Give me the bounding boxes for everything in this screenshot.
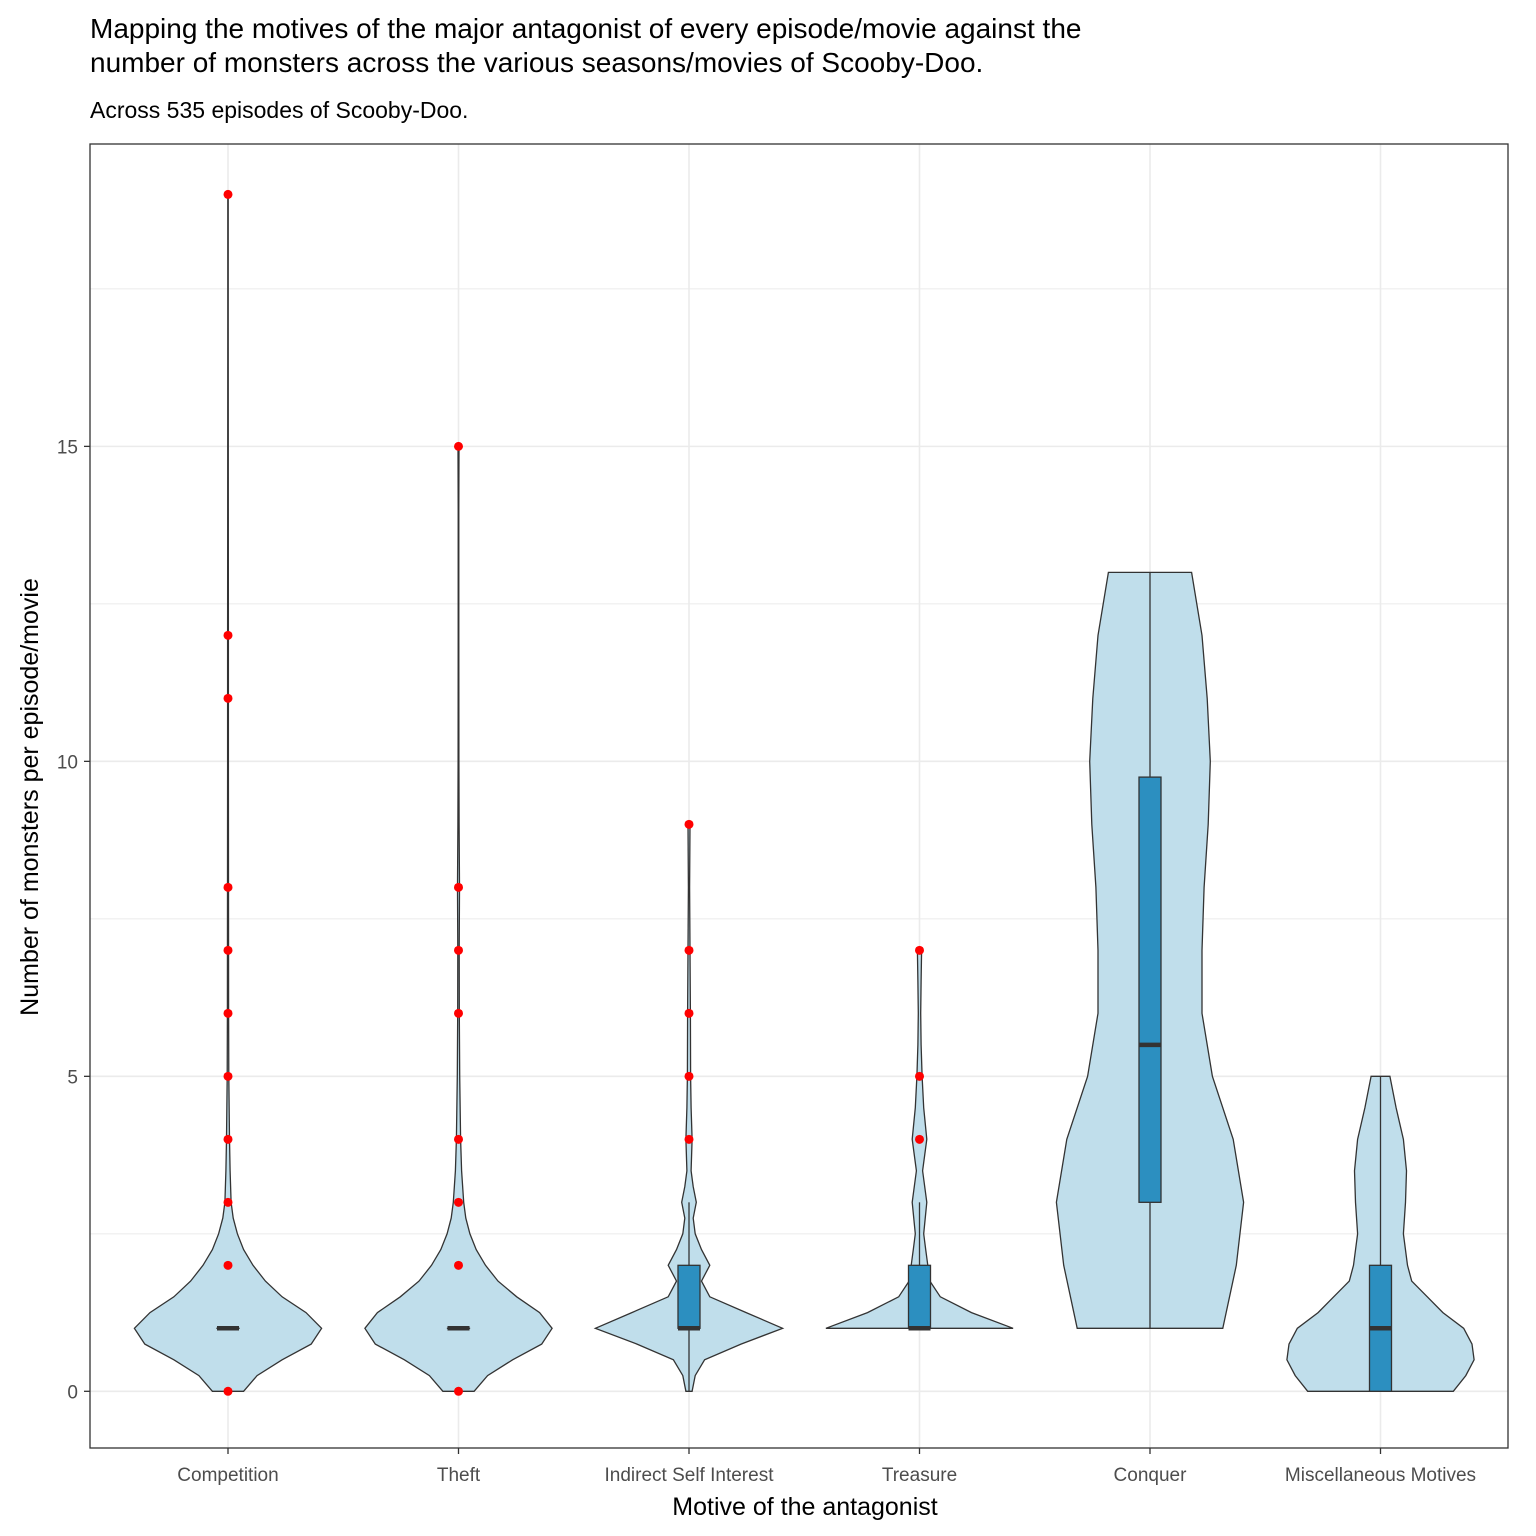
chart-subtitle: Across 535 episodes of Scooby-Doo.	[90, 97, 469, 123]
outlier-point	[454, 441, 463, 451]
grid-layer	[90, 144, 1508, 1448]
outlier-point	[684, 1134, 694, 1144]
chart-title-line-1: Mapping the motives of the major antagon…	[90, 13, 1082, 44]
x-axis-title: Motive of the antagonist	[672, 1493, 937, 1521]
x-tick-label: Theft	[437, 1465, 481, 1486]
y-axis-title: Number of monsters per episode/movie	[16, 578, 44, 1016]
outlier-point	[915, 1071, 924, 1081]
outlier-point	[684, 819, 694, 829]
outlier-point	[454, 945, 463, 955]
outlier-point	[454, 1260, 463, 1270]
x-tick-label: Indirect Self Interest	[605, 1465, 775, 1486]
x-tick-label: Miscellaneous Motives	[1285, 1465, 1476, 1486]
outlier-point	[223, 1134, 233, 1144]
outlier-point	[454, 1197, 463, 1207]
y-tick-label: 0	[67, 1382, 78, 1403]
violin-0	[133, 193, 323, 1392]
outlier-point	[454, 1008, 463, 1018]
box-4	[1138, 776, 1162, 1203]
y-tick-label: 5	[67, 1067, 78, 1088]
x-tick-label: Competition	[177, 1465, 278, 1486]
y-tick-label: 10	[57, 752, 78, 773]
chart-title-line-2: number of monsters across the various se…	[90, 47, 984, 78]
outlier-point	[684, 1008, 694, 1018]
outlier-point	[223, 1386, 233, 1396]
outlier-point	[223, 1197, 233, 1207]
outlier-point	[223, 693, 233, 703]
outlier-point	[223, 189, 233, 199]
plot-panel-border	[89, 143, 1509, 1449]
outlier-point	[915, 1134, 924, 1144]
outlier-point	[223, 1071, 233, 1081]
outlier-point	[454, 882, 463, 892]
outlier-point	[223, 1008, 233, 1018]
outlier-point	[454, 1134, 463, 1144]
x-tick-label: Conquer	[1114, 1465, 1188, 1486]
outlier-point	[915, 945, 924, 955]
outlier-point	[454, 1386, 463, 1396]
box-3	[907, 1264, 932, 1329]
outlier-point	[684, 1071, 694, 1081]
box-2	[677, 1264, 701, 1329]
outlier-point	[223, 945, 233, 955]
y-tick-label: 15	[57, 437, 78, 458]
chart-title: Mapping the motives of the major antagon…	[90, 12, 1081, 80]
violin-layer	[133, 189, 1475, 1396]
outlier-point	[223, 1260, 233, 1270]
outlier-point	[223, 630, 233, 640]
x-tick-label: Treasure	[882, 1465, 957, 1486]
axis-layer: 0 5 10 15 Competition Theft Indirect Self Inte…	[57, 437, 1476, 1486]
outlier-point	[223, 882, 233, 892]
outlier-point	[684, 945, 694, 955]
